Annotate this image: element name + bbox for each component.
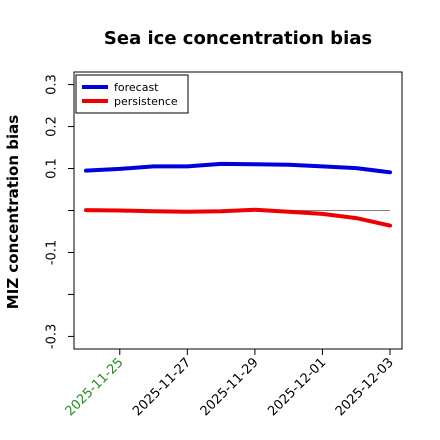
x-tick-label: 2025-11-27 [130, 355, 194, 419]
x-tick-label: 2025-11-25 [63, 355, 127, 419]
y-tick-label: -0.1 [45, 240, 60, 265]
x-axis: 2025-11-25 2025-11-27 2025-11-29 2025-12-01… [63, 349, 397, 419]
legend-label-persistence: persistence [114, 95, 178, 108]
y-axis-label: MIZ concentration bias [4, 115, 22, 309]
y-tick-label: 0.2 [45, 116, 60, 137]
y-tick-label: 0.1 [45, 158, 60, 179]
chart-title: Sea ice concentration bias [104, 28, 372, 49]
y-tick-label: -0.3 [45, 324, 60, 349]
series-layer [84, 161, 392, 228]
series-line-persistence [84, 207, 392, 228]
series-line-forecast [84, 161, 392, 175]
legend-label-forecast: forecast [114, 81, 159, 94]
y-axis: -0.3 -0.1 0.1 0.2 0.3 [45, 74, 74, 349]
x-tick-label: 2025-12-01 [265, 355, 329, 419]
y-tick-label: 0.3 [45, 74, 60, 95]
x-tick-label: 2025-12-03 [333, 355, 397, 419]
legend-box [75, 74, 189, 114]
x-tick-label: 2025-11-29 [198, 355, 262, 419]
